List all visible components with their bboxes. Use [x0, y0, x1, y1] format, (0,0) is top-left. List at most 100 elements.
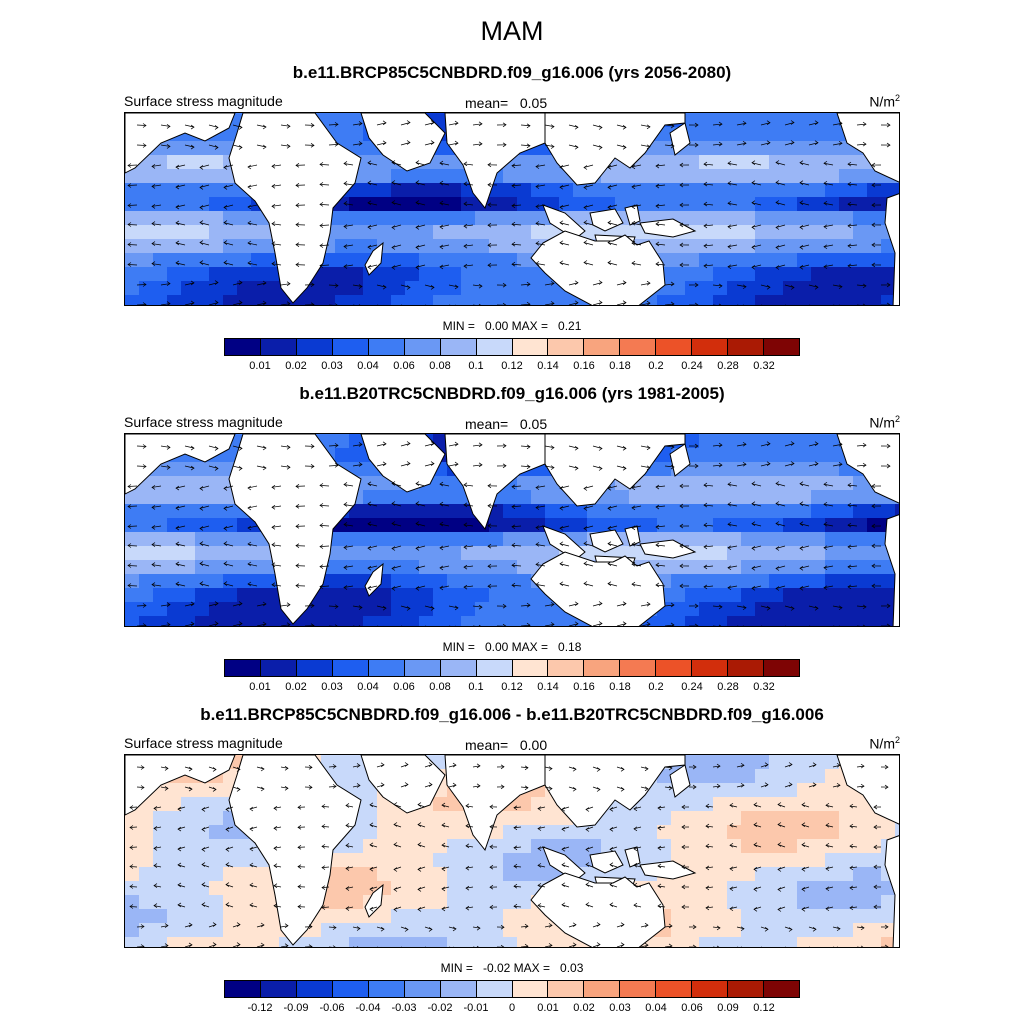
- field-cell: [503, 490, 518, 505]
- field-cell: [153, 881, 168, 896]
- colorbar-tick-label: -0.06: [319, 1002, 345, 1014]
- wind-arrow-head: [646, 445, 651, 451]
- field-cell: [433, 532, 448, 547]
- field-cell: [853, 895, 868, 910]
- wind-arrow-head: [583, 526, 588, 531]
- wind-arrow: [328, 605, 339, 607]
- wind-arrow: [352, 464, 363, 467]
- wind-arrow-head: [140, 924, 145, 929]
- wind-arrow: [713, 946, 716, 947]
- wind-arrow: [425, 625, 427, 626]
- wind-arrow: [655, 223, 666, 226]
- field-cell: [489, 602, 504, 617]
- field-cell: [699, 295, 714, 305]
- panel-3-mean-label: mean=: [465, 737, 509, 753]
- wind-arrow: [232, 144, 243, 148]
- wind-arrow-head: [454, 441, 459, 447]
- field-cell: [405, 616, 420, 626]
- wind-arrow: [473, 304, 476, 305]
- wind-arrow: [592, 282, 603, 286]
- wind-arrow-head: [166, 281, 171, 286]
- field-cell: [153, 197, 168, 212]
- field-cell: [643, 797, 658, 812]
- field-cell: [727, 755, 742, 770]
- field-cell: [349, 253, 364, 268]
- field-cell: [391, 490, 406, 505]
- field-cell: [839, 518, 854, 533]
- field-cell: [629, 225, 644, 240]
- field-cell: [237, 560, 252, 575]
- field-cell: [517, 811, 532, 826]
- field-cell: [853, 881, 868, 896]
- field-cell: [517, 909, 532, 924]
- wind-arrow: [511, 544, 522, 547]
- wind-arrow-head: [524, 923, 529, 929]
- field-cell: [433, 811, 448, 826]
- wind-arrow-head: [633, 882, 638, 888]
- field-cell: [181, 811, 196, 826]
- field-cell: [377, 169, 392, 184]
- field-cell: [335, 239, 350, 254]
- field-cell: [181, 504, 196, 519]
- colorbar-tick-label: 0.02: [285, 681, 307, 693]
- wind-arrow: [367, 244, 378, 248]
- wind-arrow: [415, 523, 426, 527]
- wind-arrow: [415, 585, 426, 589]
- wind-arrow: [657, 826, 666, 829]
- wind-arrow: [513, 905, 522, 908]
- field-cell: [237, 532, 252, 547]
- field-cell: [167, 476, 182, 491]
- wind-arrow: [703, 203, 714, 206]
- field-cell: [797, 504, 812, 519]
- field-cell: [867, 267, 882, 282]
- wind-arrow: [809, 625, 811, 626]
- field-cell: [755, 853, 770, 868]
- wind-arrow: [808, 463, 819, 467]
- field-cell: [545, 183, 560, 198]
- wind-arrow-head: [358, 141, 363, 146]
- wind-arrow-head: [393, 822, 398, 827]
- field-cell: [335, 434, 350, 449]
- field-cell: [419, 923, 434, 938]
- field-cell: [167, 546, 182, 561]
- field-cell: [755, 197, 770, 212]
- wind-arrow-head: [703, 482, 708, 488]
- wind-arrow: [175, 164, 186, 168]
- wind-arrow: [760, 605, 771, 609]
- wind-arrow: [559, 543, 570, 547]
- wind-arrow: [472, 785, 481, 788]
- field-cell: [825, 923, 840, 938]
- field-cell: [685, 490, 700, 505]
- wind-arrow: [441, 866, 450, 870]
- field-cell: [517, 867, 532, 882]
- wind-arrow-head: [417, 887, 422, 892]
- wind-arrow: [592, 623, 603, 626]
- field-cell: [825, 225, 840, 240]
- field-cell: [699, 211, 714, 226]
- field-cell: [671, 895, 686, 910]
- field-cell: [573, 616, 588, 626]
- field-cell: [517, 211, 532, 226]
- wind-arrow-head: [430, 461, 435, 466]
- colorbar-tick-label: 0.18: [609, 360, 631, 372]
- wind-arrow: [160, 445, 171, 448]
- colorbar-tick-label: 0.18: [609, 681, 631, 693]
- wind-arrow-head: [465, 905, 470, 911]
- field-cell: [825, 211, 840, 226]
- field-cell: [475, 602, 490, 617]
- wind-arrow-head: [334, 624, 338, 626]
- wind-arrow-head: [681, 804, 686, 810]
- wind-arrow-head: [716, 763, 721, 769]
- wind-arrow-head: [225, 827, 230, 832]
- field-cell: [223, 518, 238, 533]
- colorbar-swatch: [368, 981, 405, 997]
- field-cell: [531, 532, 546, 547]
- wind-arrow: [448, 443, 459, 447]
- wind-arrow: [775, 182, 786, 186]
- wind-arrow-head: [430, 441, 435, 446]
- field-cell: [797, 197, 812, 212]
- field-cell: [657, 141, 672, 156]
- wind-arrow-head: [823, 244, 828, 250]
- wind-arrow-head: [583, 165, 588, 170]
- wind-arrow-head: [500, 764, 505, 770]
